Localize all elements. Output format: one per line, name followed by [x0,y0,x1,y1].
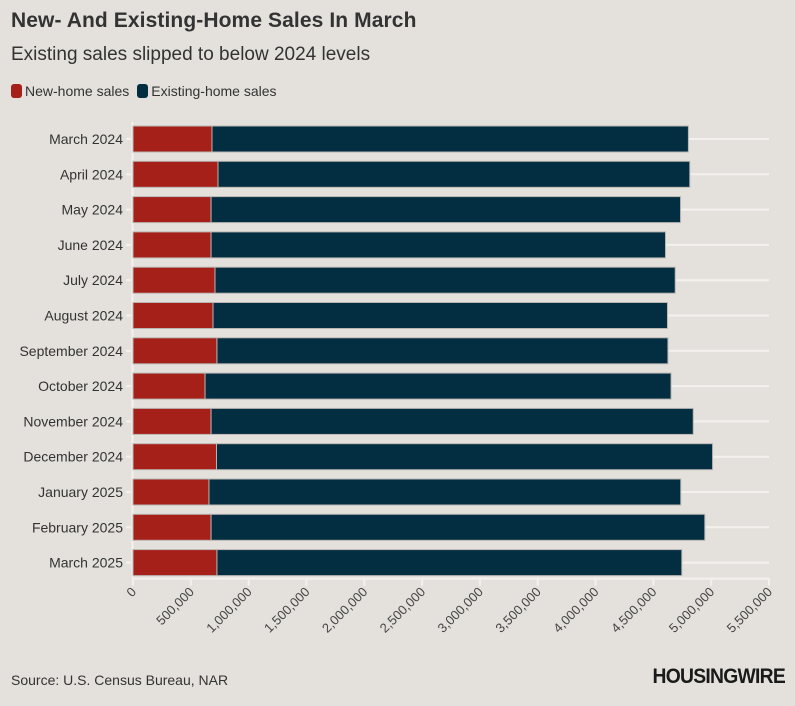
x-tick-label: 3,500,000 [492,584,544,636]
x-tick-label: 1,000,000 [203,584,255,636]
bar-existing-home-sales [210,231,667,259]
bar-existing-home-sales [216,337,669,365]
chart-title: New- And Existing-Home Sales In March [11,9,417,32]
bar-new-home-sales [132,231,212,259]
bar-new-home-sales [132,513,212,541]
bar-new-home-sales [132,302,214,329]
y-tick-label: August 2024 [44,308,123,324]
bar-existing-home-sales [208,478,682,506]
x-tick-label: 1,500,000 [261,584,313,636]
legend-swatch-existing-home [137,84,149,98]
x-tick-label: 2,000,000 [319,584,371,636]
y-axis-labels: March 2024 April 2024 May 2024 June 2024 Jul… [19,131,131,571]
source-note: Source: U.S. Census Bureau, NAR [11,672,229,688]
x-tick-label: 0 [123,584,139,600]
bar-existing-home-sales [204,372,672,400]
y-tick-label: July 2024 [63,272,123,288]
y-tick-label: September 2024 [19,343,123,359]
y-tick-label: May 2024 [62,202,124,218]
bar-new-home-sales [132,266,216,294]
x-tick-label: 4,000,000 [550,584,602,636]
bar-existing-home-sales [210,407,694,435]
x-tick-label: 500,000 [153,584,197,628]
y-tick-label: November 2024 [23,413,123,429]
y-tick-label: February 2025 [32,519,123,535]
bar-existing-home-sales [214,266,676,294]
bar-new-home-sales [132,478,210,506]
bar-existing-home-sales [216,549,683,577]
legend-item-new-home: New-home sales [11,83,129,99]
legend-label-new-home: New-home sales [25,83,130,99]
x-tick-label: 3,000,000 [435,584,487,636]
y-tick-label: April 2024 [60,166,123,182]
x-tick-label: 4,500,000 [608,584,660,636]
bar-new-home-sales [132,443,217,471]
bar-existing-home-sales [215,443,714,471]
legend-swatch-new-home [11,84,22,98]
bar-new-home-sales [132,196,212,224]
bar-existing-home-sales [210,513,706,541]
legend-item-existing-home: Existing-home sales [137,83,277,99]
x-tick-label: 5,500,000 [724,584,776,636]
bar-existing-home-sales [212,302,668,329]
legend-label-existing-home: Existing-home sales [151,83,277,99]
bar-new-home-sales [132,407,212,435]
bar-existing-home-sales [217,160,691,188]
y-tick-label: June 2024 [58,237,124,253]
legend: New-home sales Existing-home sales [11,83,285,99]
x-tick-label: 5,000,000 [666,584,718,636]
bars [132,125,714,577]
x-tick-label: 2,500,000 [377,584,429,636]
bar-new-home-sales [132,549,218,577]
housingwire-logo: HOUSINGWIRE [652,665,785,688]
bar-new-home-sales [132,337,218,365]
y-tick-label: March 2024 [49,131,123,147]
y-tick-label: December 2024 [23,449,123,465]
x-axis: 0 500,000 1,000,000 1,500,000 2,000,000 2,500… [123,577,776,636]
chart-subtitle: Existing sales slipped to below 2024 lev… [11,44,371,65]
bar-new-home-sales [132,125,213,153]
bar-existing-home-sales [211,125,689,153]
y-tick-label: March 2025 [49,555,123,571]
y-tick-label: January 2025 [38,484,123,500]
bar-existing-home-sales [210,196,682,224]
bar-new-home-sales [132,372,206,400]
y-tick-label: October 2024 [38,378,123,394]
bar-new-home-sales [132,160,219,188]
